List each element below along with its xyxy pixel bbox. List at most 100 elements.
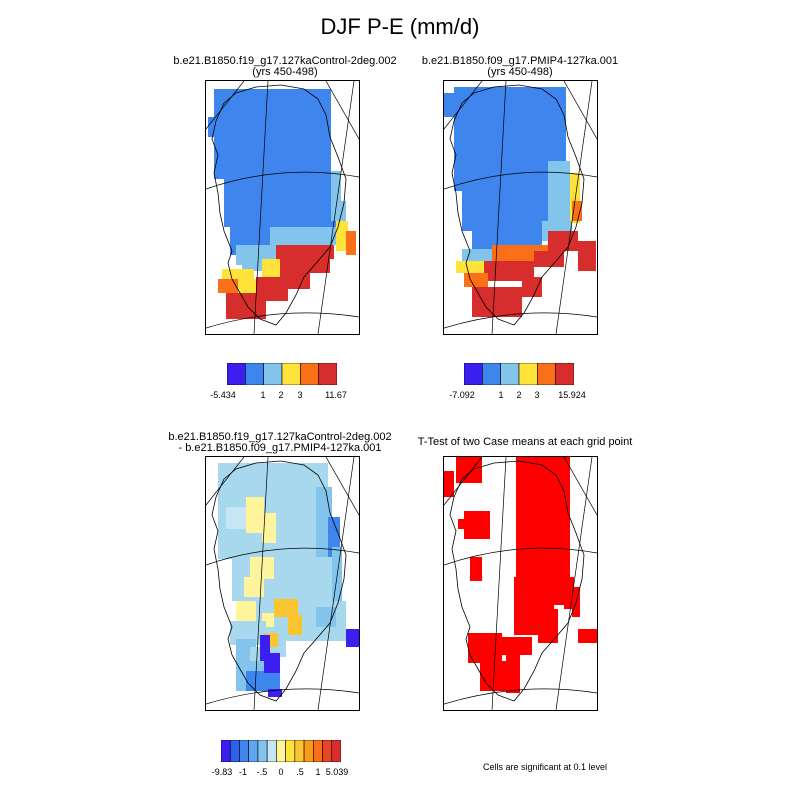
colorbar-3-svg bbox=[220, 739, 342, 763]
panel4-cell bbox=[538, 609, 558, 619]
panel2-map bbox=[443, 80, 598, 335]
significance-note: Cells are significant at 0.1 level bbox=[482, 762, 608, 772]
colorbar-3-labels: -9.83 -1 -.5 0 .5 1 5.039 bbox=[200, 767, 370, 781]
graticule-line bbox=[206, 171, 359, 190]
coastline bbox=[449, 84, 585, 326]
graticule-line bbox=[206, 81, 245, 130]
graticule-line bbox=[555, 457, 593, 710]
colorbar-1-svg bbox=[226, 362, 338, 386]
graticule-line bbox=[444, 81, 483, 130]
panel4-svg bbox=[444, 457, 597, 710]
panel4-cells bbox=[444, 457, 597, 693]
colorbar-1-swatch bbox=[281, 362, 301, 386]
panel3-cell bbox=[226, 507, 246, 529]
panel3-cell bbox=[346, 629, 359, 647]
graticule-line bbox=[206, 688, 359, 705]
panel2-title-line2: (yrs 450-498) bbox=[487, 66, 553, 78]
colorbar-1-label: -5.434 bbox=[210, 390, 236, 400]
graticule-line bbox=[491, 457, 507, 710]
colorbar-1-swatch bbox=[300, 362, 319, 386]
colorbar-1-labels: -5.434 1 2 3 11.67 bbox=[200, 390, 360, 404]
colorbar-3-swatch bbox=[303, 739, 314, 763]
panel1-cell bbox=[208, 117, 228, 137]
panel3-graticule bbox=[206, 457, 359, 710]
panel1-cell bbox=[266, 289, 288, 301]
panel4-cell bbox=[538, 619, 558, 643]
colorbar-1-label: 2 bbox=[278, 390, 284, 400]
colorbar-2-labels: -7.092 1 2 3 15.924 bbox=[440, 390, 600, 404]
panel1-cell bbox=[266, 227, 336, 245]
panel1-title: b.e21.B1850.f19_g17.127kaControl-2deg.00… bbox=[160, 56, 410, 78]
colorbar-3-swatch bbox=[276, 739, 286, 763]
panel3-cell bbox=[288, 615, 302, 635]
panel2-graticule bbox=[444, 81, 597, 334]
panel4-cell bbox=[444, 471, 454, 497]
colorbar-2-swatch bbox=[537, 362, 556, 386]
colorbar-2-swatch bbox=[555, 362, 575, 386]
panel4-cell bbox=[578, 629, 597, 643]
panel1-cell bbox=[218, 279, 238, 293]
panel1-cell bbox=[236, 279, 256, 293]
colorbar-2-label: 1 bbox=[498, 390, 504, 400]
graticule-line bbox=[444, 457, 483, 506]
colorbar-2-svg bbox=[463, 362, 575, 386]
graticule-line bbox=[317, 457, 355, 710]
graticule-line bbox=[325, 457, 359, 516]
panel3-cells bbox=[218, 463, 359, 697]
graticule-line bbox=[206, 312, 359, 329]
panel3-cell bbox=[268, 689, 282, 697]
panel4-cell bbox=[458, 519, 478, 529]
colorbar-2-label: -7.092 bbox=[449, 390, 475, 400]
colorbar-3-label: -1 bbox=[238, 767, 248, 777]
panel3-cell bbox=[316, 607, 336, 627]
panel2-cells bbox=[444, 87, 596, 317]
graticule-line bbox=[555, 81, 593, 334]
panel1-cells bbox=[208, 89, 356, 319]
panel1-cell bbox=[214, 89, 331, 179]
panel4-title-line1: T-Test of two Case means at each grid po… bbox=[417, 436, 633, 448]
panel1-map bbox=[205, 80, 360, 335]
colorbar-2-label: 2 bbox=[516, 390, 522, 400]
colorbar-3-label: -.5 bbox=[256, 767, 268, 777]
colorbar-1-label: 11.67 bbox=[325, 390, 347, 400]
colorbar-1-swatch bbox=[318, 362, 338, 386]
colorbar-3-label: 1 bbox=[315, 767, 321, 777]
main-title: DJF P-E (mm/d) bbox=[320, 14, 480, 39]
panel4-cell bbox=[502, 637, 532, 655]
panel3-cell bbox=[262, 513, 276, 543]
panel4-cell bbox=[516, 457, 570, 577]
colorbar-3-label: 0 bbox=[278, 767, 284, 777]
panel4-cell bbox=[468, 633, 502, 663]
graticule-line bbox=[444, 312, 597, 329]
graticule-line bbox=[563, 457, 597, 516]
colorbar-3-label: .5 bbox=[296, 767, 304, 777]
panel1-svg bbox=[206, 81, 359, 334]
panel3-map bbox=[205, 456, 360, 711]
graticule-line bbox=[563, 81, 597, 140]
panel2-cell bbox=[548, 231, 578, 251]
panel2-cell bbox=[464, 273, 488, 287]
colorbar-2-label: 15.924 bbox=[558, 390, 586, 400]
panel1-cell bbox=[310, 257, 330, 273]
panel1-cell bbox=[226, 293, 266, 319]
graticule-line bbox=[325, 81, 359, 140]
colorbar-3-swatch bbox=[257, 739, 268, 763]
panel1-cell bbox=[331, 171, 341, 221]
graticule-line bbox=[444, 688, 597, 705]
panel2-cell bbox=[484, 261, 534, 281]
colorbar-1-swatch bbox=[263, 362, 283, 386]
graticule-line bbox=[444, 171, 597, 190]
panel3-cell bbox=[236, 601, 256, 621]
graticule-line bbox=[491, 81, 507, 334]
colorbar-3-swatch bbox=[322, 739, 333, 763]
panel3-cell bbox=[274, 599, 298, 617]
colorbar-1-label: 3 bbox=[297, 390, 303, 400]
panel1-cell bbox=[224, 179, 336, 227]
graticule-line bbox=[444, 547, 597, 566]
panel4-map bbox=[443, 456, 598, 711]
panel2-cell bbox=[472, 287, 522, 317]
panel4-cell bbox=[506, 653, 520, 693]
panel3-title: b.e21.B1850.f19_g17.127kaControl-2deg.00… bbox=[150, 432, 410, 454]
panel4-cell bbox=[470, 557, 482, 581]
panel2-cell bbox=[456, 261, 484, 273]
